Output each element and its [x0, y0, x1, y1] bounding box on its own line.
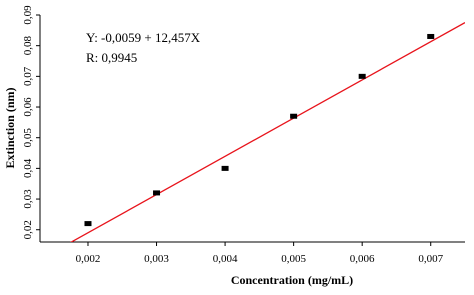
y-tick-label: 0,05 [22, 128, 34, 148]
x-tick-label: 0,004 [213, 253, 238, 265]
y-tick-label: 0,03 [22, 189, 34, 209]
x-tick-label: 0,003 [144, 253, 169, 265]
x-tick-label: 0,005 [281, 253, 306, 265]
point [221, 165, 229, 171]
x-tick-label: 0,006 [350, 253, 375, 265]
y-tick-label: 0,09 [22, 5, 34, 25]
y-axis-title: Extinction (nm) [3, 87, 17, 168]
point [153, 190, 161, 196]
x-tick-label: 0,007 [418, 253, 443, 265]
x-tick-label: 0,002 [76, 253, 101, 265]
y-tick-label: 0,07 [22, 66, 34, 86]
r-value: R: 0,9945 [86, 50, 137, 65]
point [358, 73, 366, 79]
y-tick-label: 0,04 [22, 158, 34, 178]
point [427, 33, 435, 39]
y-tick-label: 0,08 [22, 36, 34, 56]
point [290, 113, 298, 119]
regression-line [70, 22, 465, 242]
point [84, 221, 92, 227]
x-axis-title: Concentration (mg/mL) [231, 273, 353, 287]
y-tick-label: 0,06 [22, 97, 34, 117]
regression-equation: Y: -0,0059 + 12,457X [86, 30, 201, 45]
y-tick-label: 0,02 [22, 220, 34, 239]
